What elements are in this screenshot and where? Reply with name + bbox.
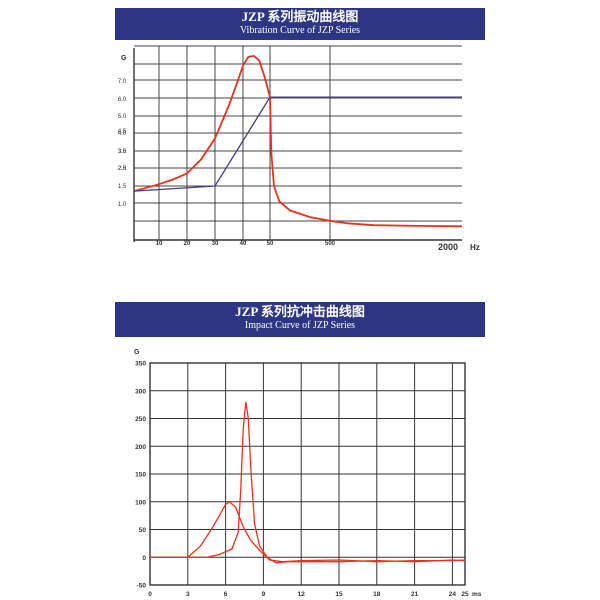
impact-y-tick-label: 50 [139,527,147,534]
impact-curve-peak [150,401,466,564]
impact-y-tick-label: 200 [135,444,146,451]
vibration-y-tick-label: 1.0 [118,202,127,208]
vibration-chart-banner: JZP 系列振动曲线图 Vibration Curve of JZP Serie… [115,8,485,40]
impact-chart-banner: JZP 系列抗冲击曲线图 Impact Curve of JZP Series [115,302,485,337]
vibration-x-tick-label: 20 [184,241,191,247]
impact-x-tick-label: 6 [224,591,228,598]
impact-y-tick-label: 250 [135,416,146,423]
vibration-response-curve [133,54,463,228]
impact-x-tick-label: 15 [335,591,343,598]
impact-y-tick-label: 300 [135,388,146,395]
vibration-x-tick-label: 50 [267,241,274,247]
impact-y-tick-label: 100 [135,499,146,506]
vibration-y-tick-label: 4.5 [118,129,127,135]
impact-y-tick-label: 350 [135,361,146,368]
impact-x-unit: ms [472,591,482,598]
impact-chart-subtitle: Impact Curve of JZP Series [244,320,356,331]
vibration-y-tick-label: 4.0 [118,131,127,137]
impact-x-tick-label: 24 [449,591,457,598]
vibration-x-tick-label: 30 [212,241,219,247]
vibration-y-tick-label: 5.0 [118,114,127,120]
impact-x-tick-label: 25 [461,591,469,598]
vibration-x-tick-label: 500 [325,241,336,247]
vibration-y-tick-label: 2.5 [118,166,127,172]
vibration-y-tick-label: 3.5 [118,149,127,155]
impact-y-tick-label: 0 [142,555,146,562]
impact-x-tick-label: 12 [298,591,306,598]
vibration-y-label: G [121,55,127,62]
impact-y-label: G [134,349,140,356]
impact-chart-title: JZP 系列抗冲击曲线图 [235,304,365,319]
vibration-y-tick-label: 7.0 [118,79,127,85]
impact-x-tick-label: 21 [411,591,419,598]
vibration-y-tick-label: 2.0 [118,166,127,172]
impact-x-tick-label: 3 [186,591,190,598]
vibration-y-tick-label: 3.0 [118,149,127,155]
vibration-x-tick-label: 40 [240,241,247,247]
vibration-x-tick-label: 10 [156,241,163,247]
vibration-x-tick-label: 2000 [438,242,458,252]
impact-frame [149,362,466,586]
impact-y-tick-label: -50 [137,583,147,590]
impact-y-tick-label: 150 [135,472,146,479]
vibration-y-tick-label: 6.0 [118,97,127,103]
impact-x-tick-label: 18 [373,591,381,598]
vibration-x-unit: Hz [470,243,480,252]
impact-x-tick-label: 9 [262,591,266,598]
vibration-y-tick-label: 1.5 [118,184,127,190]
vibration-chart-title: JZP 系列振动曲线图 [241,9,359,24]
vibration-chart-subtitle: Vibration Curve of JZP Series [239,25,361,36]
vibration-limit-curve [133,96,462,192]
impact-x-tick-label: 0 [148,591,152,598]
impact-curve-wide [150,500,466,563]
